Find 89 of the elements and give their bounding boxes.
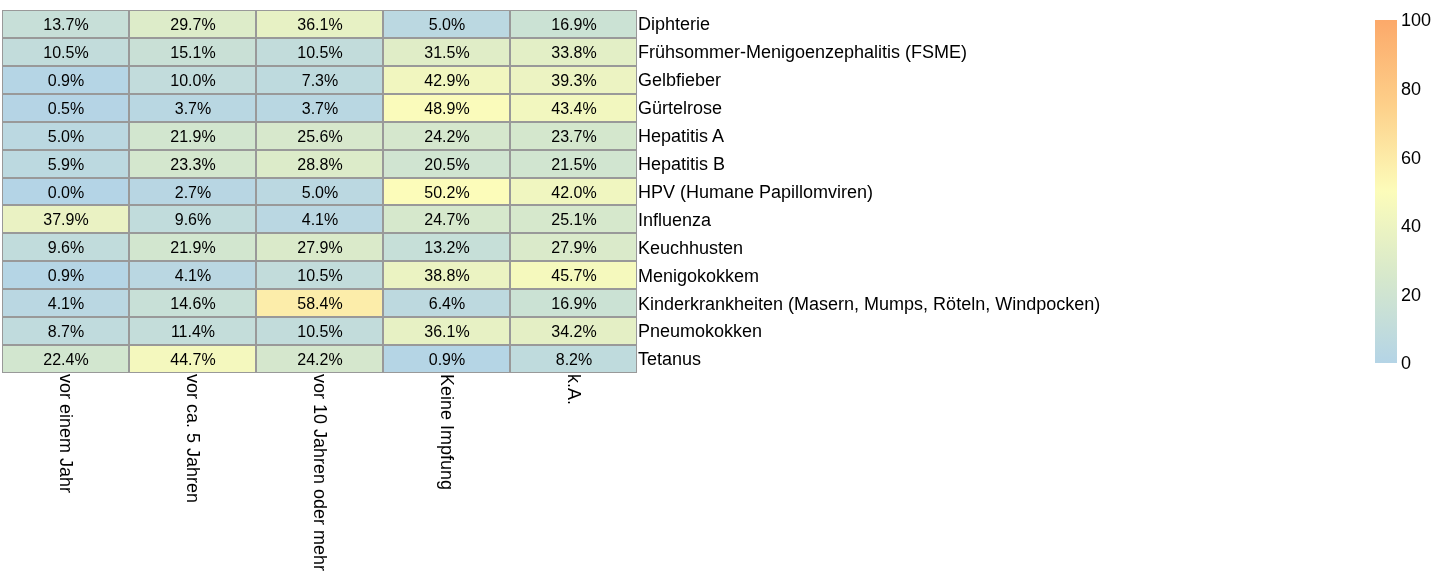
data-label: 5.9% — [47, 155, 85, 173]
data-label: 4.1% — [47, 294, 85, 312]
data-label: 10.5% — [43, 43, 89, 61]
color-bar-label: 60 — [1401, 147, 1422, 168]
y-tick-label: Hepatitis B — [638, 153, 726, 174]
y-tick-label: Frühsommer-Menigoenzephalitis (FSME) — [638, 42, 968, 63]
color-bar-label: 20 — [1401, 284, 1422, 305]
y-tick-label: Gürtelrose — [638, 98, 723, 119]
x-tick-label: vor 10 Jahren oder mehr — [309, 374, 330, 572]
data-label: 0.9% — [47, 266, 85, 284]
data-label: 50.2% — [424, 183, 470, 201]
data-label: 9.6% — [47, 238, 85, 256]
data-label: 37.9% — [43, 210, 89, 228]
data-label: 6.4% — [428, 294, 466, 312]
data-label: 10.5% — [297, 322, 343, 340]
data-label: 33.8% — [551, 43, 597, 61]
data-label: 14.6% — [170, 294, 216, 312]
data-label: 10.5% — [297, 266, 343, 284]
y-tick-label: Kinderkrankheiten (Masern, Mumps, Röteln, Windpocken) — [638, 293, 1101, 314]
data-label: 7.3% — [301, 71, 339, 89]
y-tick-label: Influenza — [638, 209, 713, 230]
data-label: 13.7% — [43, 15, 89, 33]
data-label: 24.2% — [424, 127, 470, 145]
data-label: 8.2% — [555, 350, 593, 368]
data-label: 25.1% — [551, 210, 597, 228]
color-bar-label: 0 — [1401, 353, 1412, 374]
color-bar-label: 100 — [1401, 10, 1432, 31]
data-label: 0.9% — [47, 71, 85, 89]
data-label: 8.7% — [47, 322, 85, 340]
data-label: 10.0% — [170, 71, 216, 89]
data-label: 2.7% — [174, 183, 212, 201]
data-label: 0.5% — [47, 99, 85, 117]
color-bar-label: 80 — [1401, 78, 1422, 99]
data-label: 23.7% — [551, 127, 597, 145]
x-tick-label: vor einem Jahr — [55, 374, 76, 494]
data-label: 42.0% — [551, 183, 597, 201]
data-label: 13.2% — [424, 238, 470, 256]
data-label: 16.9% — [551, 294, 597, 312]
data-label: 45.7% — [551, 266, 597, 284]
y-tick-label: Menigokokkem — [638, 265, 760, 286]
data-label: 38.8% — [424, 266, 470, 284]
data-label: 28.8% — [297, 155, 343, 173]
y-tick-label: HPV (Humane Papillomviren) — [638, 181, 874, 202]
data-label: 48.9% — [424, 99, 470, 117]
data-label: 27.9% — [297, 238, 343, 256]
data-label: 3.7% — [301, 99, 339, 117]
x-tick-label: Keine Impfung — [436, 374, 457, 491]
x-tick-label: k.A. — [563, 374, 584, 406]
data-label: 25.6% — [297, 127, 343, 145]
data-label: 11.4% — [170, 322, 216, 340]
data-label: 24.2% — [297, 350, 343, 368]
data-label: 4.1% — [301, 210, 339, 228]
y-tick-label: Gelbfieber — [638, 70, 722, 91]
data-label: 0.0% — [47, 183, 85, 201]
data-label: 5.0% — [301, 183, 339, 201]
y-tick-label: Diphterie — [638, 14, 711, 35]
data-label: 43.4% — [551, 99, 597, 117]
data-label: 16.9% — [551, 15, 597, 33]
data-label: 22.4% — [43, 350, 89, 368]
data-label: 10.5% — [297, 43, 343, 61]
data-label: 39.3% — [551, 71, 597, 89]
y-tick-label: Keuchhusten — [638, 237, 744, 258]
y-tick-label: Pneumokokken — [638, 321, 763, 342]
data-label: 24.7% — [424, 210, 470, 228]
data-label: 9.6% — [174, 210, 212, 228]
y-tick-label: Tetanus — [638, 349, 702, 370]
data-label: 36.1% — [424, 322, 470, 340]
data-label: 0.9% — [428, 350, 466, 368]
data-label: 31.5% — [424, 43, 470, 61]
data-label: 15.1% — [170, 43, 216, 61]
data-label: 42.9% — [424, 71, 470, 89]
y-tick-label: Hepatitis A — [638, 125, 725, 146]
data-label: 21.5% — [551, 155, 597, 173]
data-label: 23.3% — [170, 155, 216, 173]
data-label: 5.0% — [428, 15, 466, 33]
data-label: 34.2% — [551, 322, 597, 340]
data-label: 44.7% — [170, 350, 216, 368]
data-label: 21.9% — [170, 238, 216, 256]
data-label: 21.9% — [170, 127, 216, 145]
color-bar-label: 40 — [1401, 216, 1422, 237]
data-label: 4.1% — [174, 266, 212, 284]
data-label: 5.0% — [47, 127, 85, 145]
data-label: 36.1% — [297, 15, 343, 33]
data-label: 27.9% — [551, 238, 597, 256]
data-label: 20.5% — [424, 155, 470, 173]
data-label: 58.4% — [297, 294, 343, 312]
data-label: 3.7% — [174, 99, 212, 117]
x-tick-label: vor ca. 5 Jahren — [182, 374, 203, 504]
data-label: 29.7% — [170, 15, 216, 33]
